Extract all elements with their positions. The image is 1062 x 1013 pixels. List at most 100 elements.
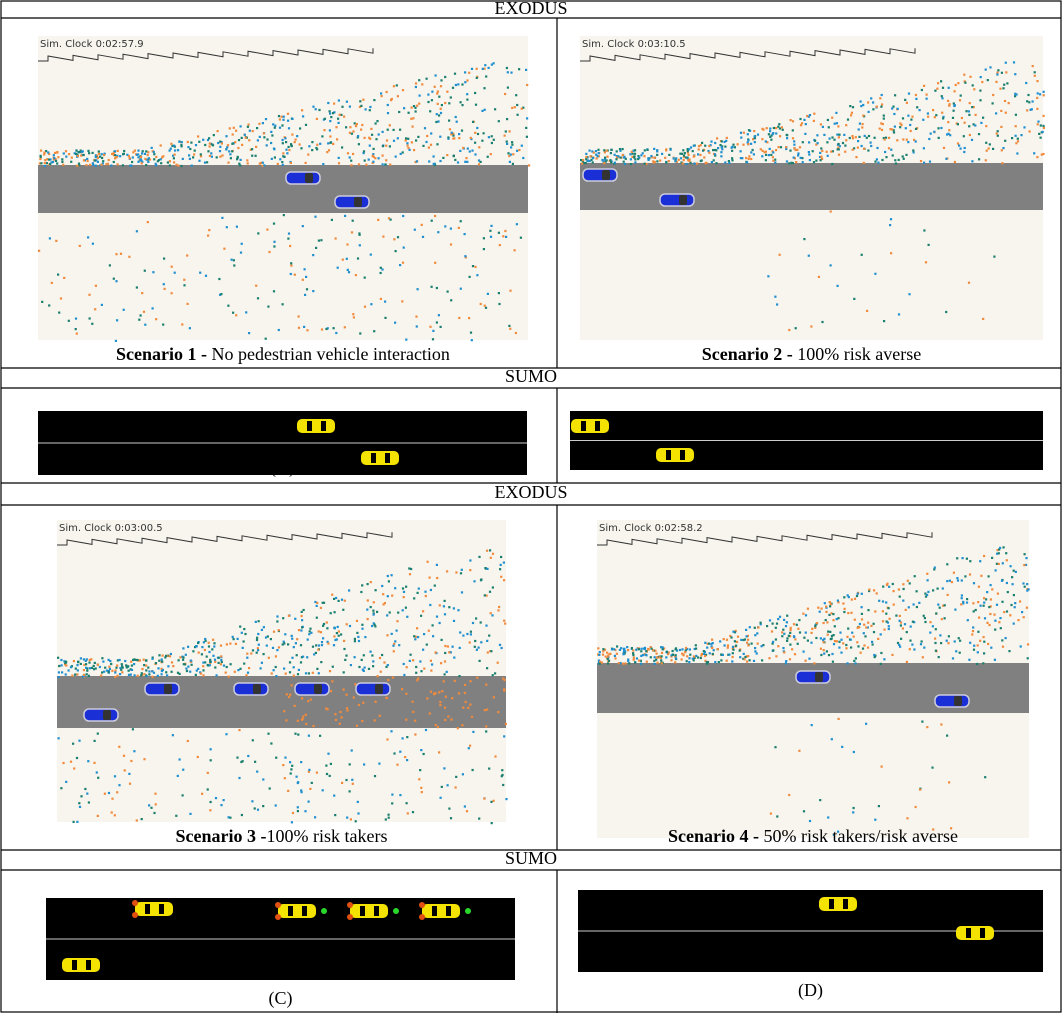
pedestrian	[219, 150, 221, 152]
pedestrian	[585, 158, 587, 160]
pedestrian	[251, 800, 253, 802]
pedestrian	[282, 164, 284, 166]
pedestrian	[461, 724, 463, 726]
pedestrian	[915, 94, 917, 96]
pedestrian	[602, 648, 604, 650]
pedestrian	[94, 662, 96, 664]
pedestrian	[726, 137, 728, 139]
pedestrian	[648, 648, 650, 650]
pedestrian	[252, 739, 254, 741]
pedestrian	[688, 148, 690, 150]
pedestrian	[983, 597, 985, 599]
pedestrian	[329, 129, 331, 131]
pedestrian	[863, 162, 865, 164]
pedestrian	[426, 78, 428, 80]
pedestrian	[114, 669, 116, 671]
pedestrian	[912, 621, 914, 623]
pedestrian	[166, 674, 168, 676]
pedestrian	[141, 818, 143, 820]
pedestrian	[312, 725, 314, 727]
pedestrian	[218, 662, 220, 664]
pedestrian	[87, 760, 89, 762]
pedestrian	[85, 663, 87, 665]
pedestrian	[65, 150, 67, 152]
pedestrian	[746, 642, 748, 644]
pedestrian	[958, 637, 960, 639]
pedestrian	[653, 663, 655, 665]
pedestrian	[885, 613, 887, 615]
pedestrian	[922, 656, 924, 658]
pedestrian	[238, 729, 240, 731]
pedestrian	[1020, 134, 1022, 136]
panel-label: (C)	[269, 988, 293, 1009]
pedestrian	[903, 588, 905, 590]
pedestrian	[644, 163, 646, 165]
pedestrian	[371, 134, 373, 136]
pedestrian	[972, 630, 974, 632]
pedestrian	[350, 160, 352, 162]
pedestrian	[498, 606, 500, 608]
panel-label: (A)	[270, 457, 295, 478]
pedestrian	[854, 619, 856, 621]
pedestrian	[822, 639, 824, 641]
pedestrian	[338, 635, 340, 637]
pedestrian	[922, 119, 924, 121]
pedestrian	[511, 107, 513, 109]
pedestrian	[447, 715, 449, 717]
pedestrian	[958, 145, 960, 147]
pedestrian	[436, 577, 438, 579]
pedestrian	[372, 665, 374, 667]
pedestrian	[392, 645, 394, 647]
pedestrian	[346, 707, 348, 709]
pedestrian	[489, 591, 491, 593]
pedestrian	[881, 103, 883, 105]
pedestrian	[164, 288, 166, 290]
pedestrian	[266, 138, 268, 140]
pedestrian	[313, 653, 315, 655]
pedestrian	[390, 219, 392, 221]
pedestrian	[65, 664, 67, 666]
pedestrian	[216, 156, 218, 158]
pedestrian	[662, 646, 664, 648]
pedestrian	[155, 803, 157, 805]
pedestrian	[865, 626, 867, 628]
pedestrian	[947, 121, 949, 123]
pedestrian	[86, 673, 88, 675]
pedestrian	[991, 557, 993, 559]
pedestrian	[507, 71, 509, 73]
pedestrian	[526, 84, 528, 86]
pedestrian	[351, 749, 353, 751]
pedestrian	[909, 582, 911, 584]
pedestrian	[747, 644, 749, 646]
pedestrian	[906, 139, 908, 141]
pedestrian	[718, 661, 720, 663]
pedestrian	[187, 141, 189, 143]
pedestrian	[870, 97, 872, 99]
pedestrian	[710, 643, 712, 645]
pedestrian	[482, 68, 484, 70]
pedestrian	[157, 675, 159, 677]
pedestrian	[321, 641, 323, 643]
pedestrian	[49, 163, 51, 165]
pedestrian	[790, 162, 792, 164]
pedestrian	[894, 126, 896, 128]
pedestrian	[301, 619, 303, 621]
pedestrian	[891, 654, 893, 656]
pedestrian	[889, 224, 891, 226]
pedestrian	[302, 279, 304, 281]
pedestrian	[695, 648, 697, 650]
pedestrian	[207, 235, 209, 237]
pedestrian	[740, 132, 742, 134]
pedestrian	[843, 596, 845, 598]
pedestrian	[622, 148, 624, 150]
pedestrian	[740, 150, 742, 152]
pedestrian	[902, 583, 904, 585]
pedestrian	[405, 586, 407, 588]
pedestrian	[508, 325, 510, 327]
vehicle-window	[374, 906, 379, 916]
pedestrian	[961, 594, 963, 596]
pedestrian	[386, 634, 388, 636]
pedestrian	[592, 157, 594, 159]
pedestrian	[283, 116, 285, 118]
pedestrian	[276, 615, 278, 617]
